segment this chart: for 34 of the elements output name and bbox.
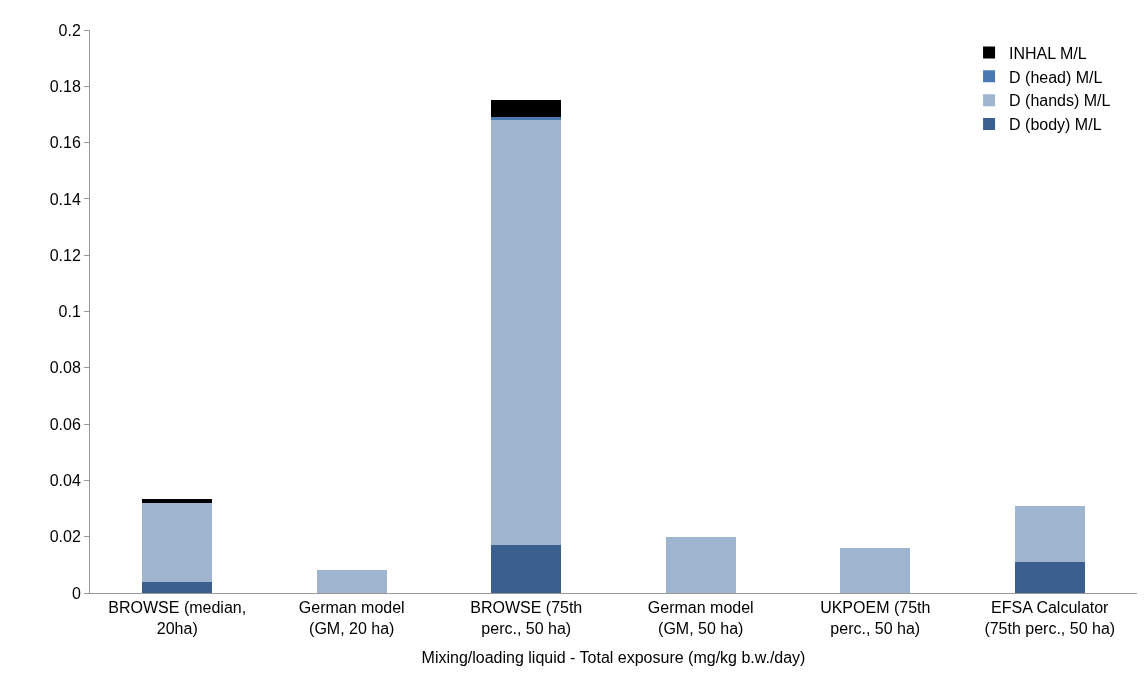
bar [1014, 562, 1085, 593]
x-tick-label: German model (GM, 50 ha) [647, 599, 754, 637]
legend-label: INHAL M/L [1009, 44, 1087, 62]
legend-label: D (hands) M/L [1009, 92, 1111, 110]
bar [316, 570, 387, 593]
y-tick-label: 0.08 [49, 359, 81, 377]
x-tick-label: EFSA Calculator (75th perc., 50 ha) [984, 599, 1116, 637]
y-tick-label: 0.14 [49, 190, 81, 208]
bar [1014, 505, 1085, 563]
bar [142, 502, 213, 582]
bar [840, 547, 911, 593]
bar [665, 536, 736, 593]
y-tick-label: 0.12 [49, 246, 81, 264]
y-tick-label: 0.06 [49, 415, 81, 433]
bar [491, 117, 562, 121]
y-tick-label: 0 [71, 584, 81, 602]
x-tick-label: BROWSE (median, 20ha) [108, 599, 247, 637]
bar [142, 498, 213, 503]
legend-label: D (body) M/L [1009, 116, 1102, 134]
bar [142, 581, 213, 593]
y-tick-label: 0.2 [58, 21, 81, 39]
legend-label: D (head) M/L [1009, 68, 1103, 86]
x-tick-label: UKPOEM (75th perc., 50 ha) [820, 599, 931, 637]
x-tick-label: BROWSE (75th perc., 50 ha) [470, 599, 583, 637]
y-tick-label: 0.16 [49, 134, 81, 152]
x-tick-label: German model (GM, 20 ha) [298, 599, 405, 637]
y-tick-label: 0.02 [49, 528, 81, 546]
y-tick-label: 0.04 [49, 472, 81, 489]
y-tick-label: 0.18 [49, 77, 81, 95]
x-axis-title: Mixing/loading liquid - Total exposure (mg/kg b.w./day) [421, 648, 806, 666]
y-tick-label: 0.1 [58, 303, 81, 321]
bar [491, 100, 562, 118]
bar [491, 545, 562, 593]
bar [491, 120, 562, 546]
